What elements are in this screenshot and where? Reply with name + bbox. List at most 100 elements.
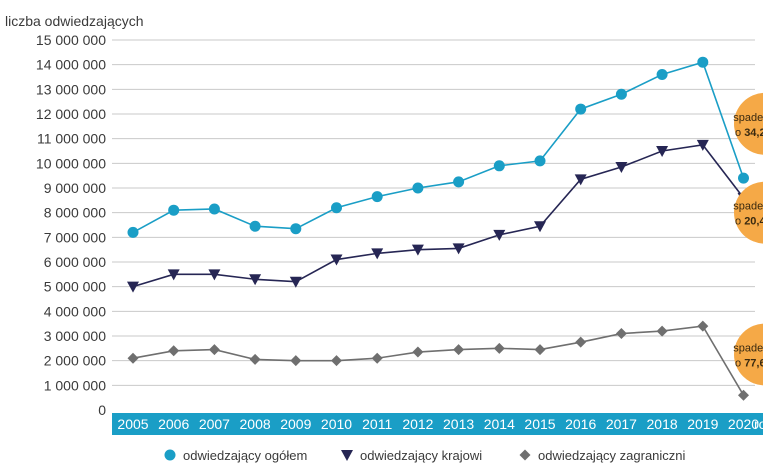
annotation-bubble xyxy=(734,323,763,386)
y-tick-label: 3 000 000 xyxy=(44,328,106,344)
x-tick-label: 2020 xyxy=(728,416,759,432)
y-tick-label: 13 000 000 xyxy=(36,81,106,97)
x-tick-label: 2006 xyxy=(158,416,189,432)
x-tick-label: 2017 xyxy=(606,416,637,432)
data-point xyxy=(331,355,342,367)
y-axis-title: liczba odwiedzających xyxy=(5,13,144,29)
data-point xyxy=(493,160,505,172)
x-tick-label: 2015 xyxy=(524,416,555,432)
x-tick-label: 2012 xyxy=(402,416,433,432)
data-point xyxy=(411,244,424,256)
data-point xyxy=(331,202,342,214)
x-tick-label: 2007 xyxy=(199,416,230,432)
y-tick-label: 6 000 000 xyxy=(44,254,106,270)
data-point xyxy=(697,320,709,332)
annotation-label: spadek xyxy=(733,201,763,213)
data-point xyxy=(615,88,627,100)
data-point xyxy=(656,146,669,157)
y-tick-label: 4 000 000 xyxy=(44,303,106,319)
x-tick-label: 2018 xyxy=(647,416,678,432)
y-tick-label: 14 000 000 xyxy=(36,57,106,73)
data-point xyxy=(738,389,749,401)
y-tick-label: 7 000 000 xyxy=(44,229,106,245)
legend-marker xyxy=(164,449,176,461)
annotation-label: spadek xyxy=(733,112,763,124)
series-line xyxy=(132,143,745,288)
data-point xyxy=(208,203,220,215)
annotation-value: o 34,2% xyxy=(735,127,763,139)
data-point xyxy=(208,344,220,356)
y-tick-label: 11 000 000 xyxy=(37,131,106,147)
x-tick-label: 2019 xyxy=(687,416,718,432)
data-point xyxy=(127,281,139,293)
y-tick-label: 8 000 000 xyxy=(44,205,106,221)
data-point xyxy=(290,355,302,367)
data-point xyxy=(696,139,709,151)
legend-label: odwiedzający ogółem xyxy=(183,448,307,463)
x-tick-label: 2016 xyxy=(565,416,596,432)
annotation-bubble xyxy=(734,181,763,244)
data-point xyxy=(127,226,139,238)
legend-marker xyxy=(341,450,353,461)
data-point xyxy=(575,336,587,348)
data-point xyxy=(453,176,465,188)
y-tick-label: 5 000 000 xyxy=(44,279,106,295)
annotation-value: o 20,4% xyxy=(735,216,763,228)
data-point xyxy=(738,172,749,184)
x-tick-label: 2005 xyxy=(117,416,148,432)
data-point xyxy=(168,345,180,357)
data-point xyxy=(167,269,180,281)
data-point xyxy=(249,353,261,365)
data-point xyxy=(575,103,587,115)
data-point xyxy=(371,352,383,364)
x-tick-label: 2010 xyxy=(321,416,352,432)
data-point xyxy=(127,352,139,364)
legend-label: odwiedzający krajowi xyxy=(360,448,482,463)
data-point xyxy=(168,204,180,216)
data-point xyxy=(249,220,261,232)
x-axis-band xyxy=(112,413,763,435)
data-point xyxy=(656,69,668,81)
y-tick-label: 15 000 000 xyxy=(36,32,106,48)
data-point xyxy=(534,155,546,167)
y-tick-label: 0 xyxy=(98,402,106,418)
data-point xyxy=(493,229,506,241)
data-point xyxy=(412,182,424,194)
x-tick-label: 2008 xyxy=(240,416,271,432)
data-point xyxy=(208,269,221,281)
data-point xyxy=(615,162,628,174)
data-point xyxy=(289,276,302,288)
data-point xyxy=(330,254,343,266)
data-point xyxy=(493,342,505,354)
annotation-value: o 77,6% xyxy=(735,358,763,370)
y-tick-label: 9 000 000 xyxy=(44,180,106,196)
x-axis-title: rok xyxy=(754,416,763,432)
series-line xyxy=(132,61,745,234)
data-point xyxy=(656,325,668,337)
data-point xyxy=(249,274,262,286)
data-point xyxy=(371,191,383,203)
x-tick-label: 2009 xyxy=(280,416,311,432)
legend-label: odwiedzający zagraniczni xyxy=(538,448,686,463)
data-point xyxy=(290,223,302,235)
data-point xyxy=(534,344,546,356)
annotation-bubble xyxy=(734,92,763,155)
x-tick-label: 2013 xyxy=(443,416,474,432)
x-tick-label: 2014 xyxy=(484,416,515,432)
data-point xyxy=(534,221,546,233)
x-tick-label: 2011 xyxy=(362,416,392,432)
legend-marker xyxy=(519,449,531,461)
data-point xyxy=(615,328,627,340)
data-point xyxy=(412,346,424,358)
annotation-label: spadek xyxy=(733,343,763,355)
data-point xyxy=(452,243,465,255)
data-point xyxy=(371,248,384,260)
data-point xyxy=(574,174,587,186)
y-tick-label: 1 000 000 xyxy=(44,377,106,393)
y-tick-label: 2 000 000 xyxy=(44,353,106,369)
series-line xyxy=(132,325,745,396)
y-tick-label: 10 000 000 xyxy=(36,155,106,171)
data-point xyxy=(453,344,465,356)
